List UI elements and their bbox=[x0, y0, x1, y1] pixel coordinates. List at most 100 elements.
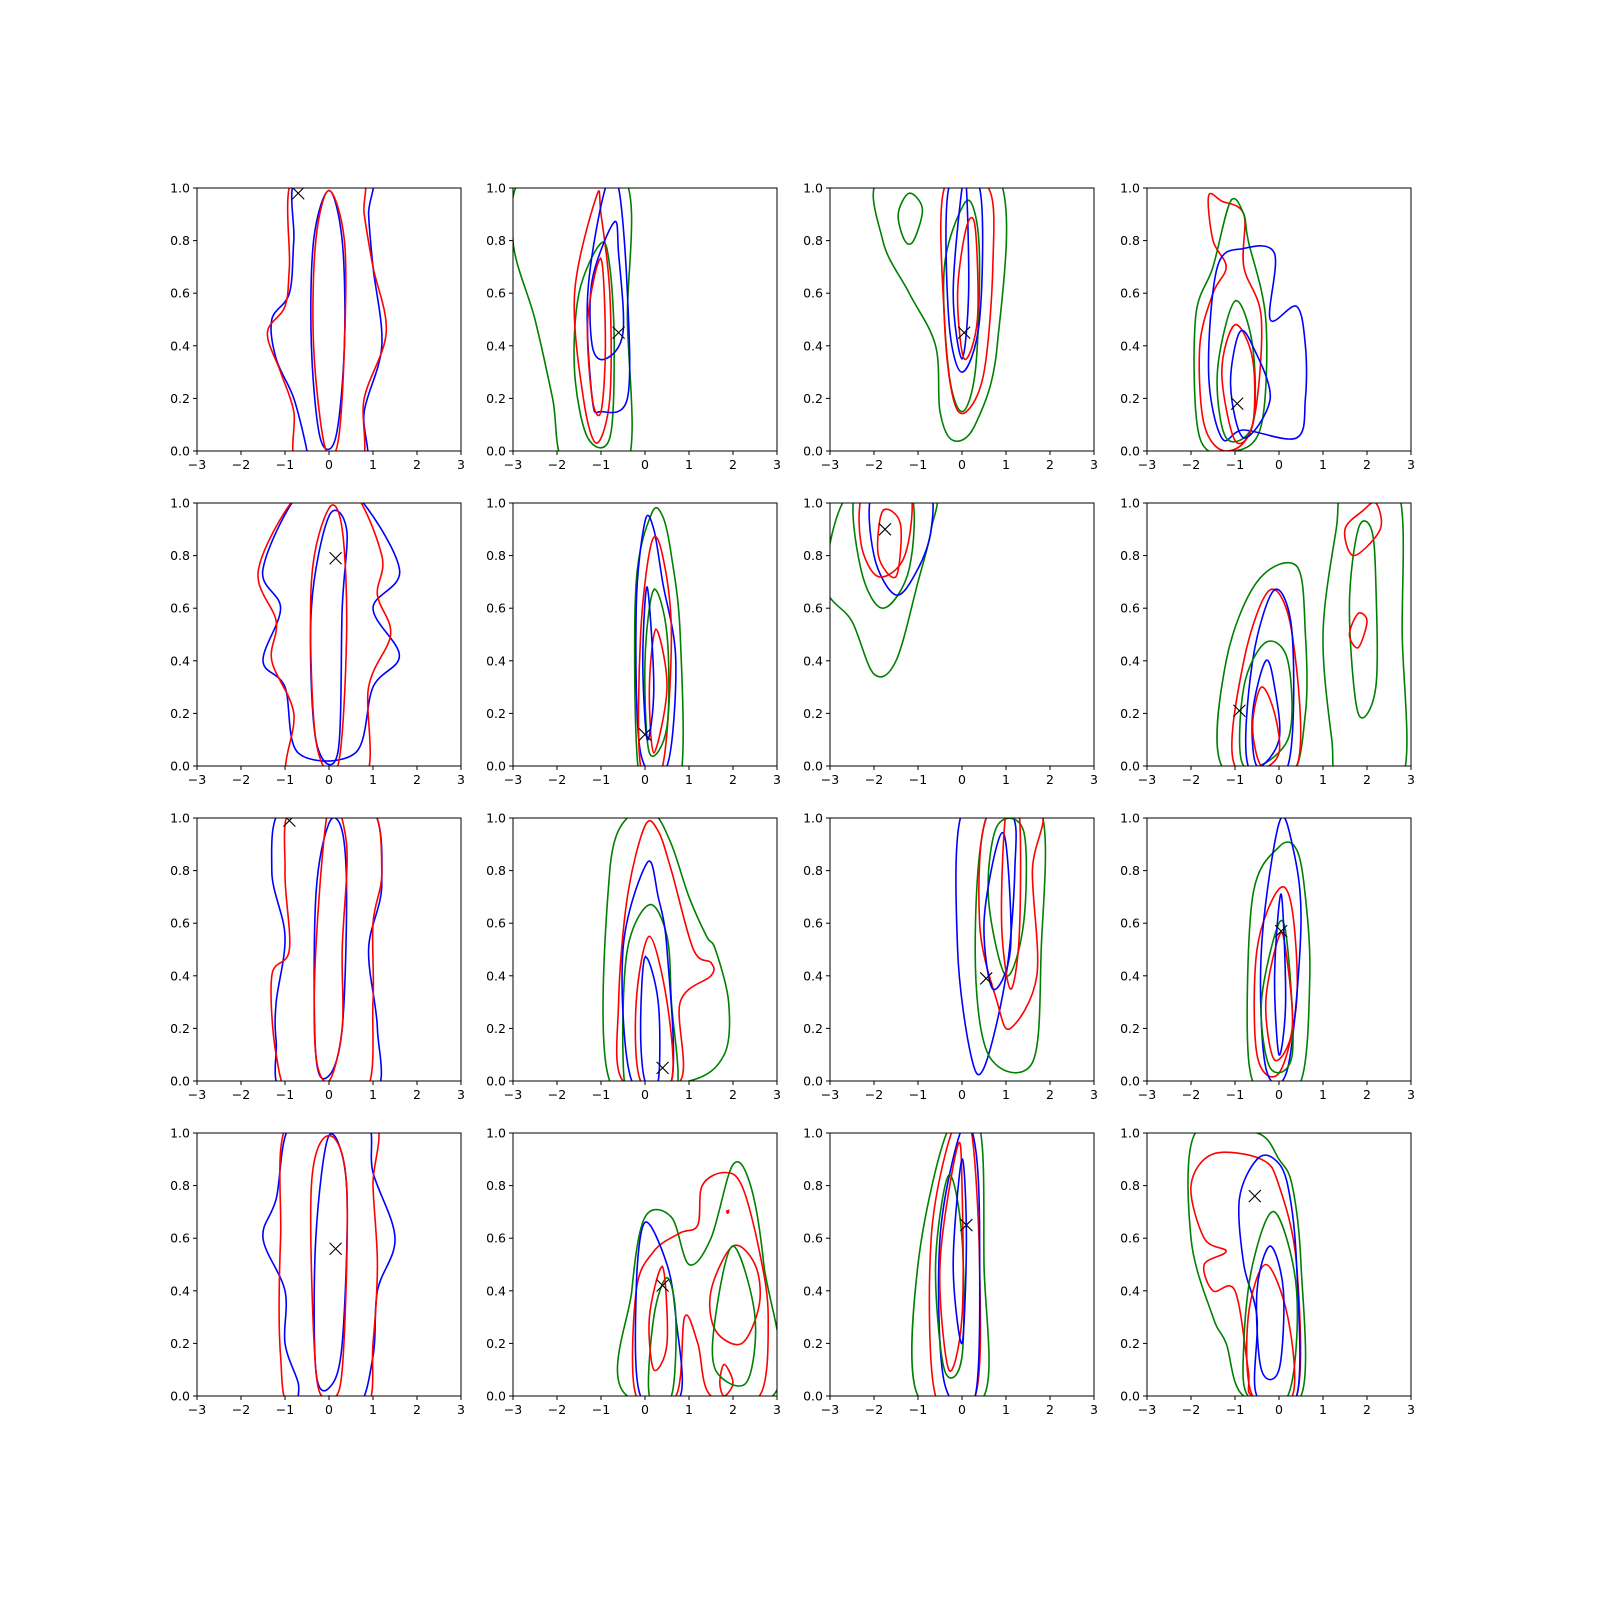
x-tick-label: 3 bbox=[1090, 1402, 1098, 1417]
contour-line bbox=[956, 216, 979, 361]
y-tick-label: 0.0 bbox=[486, 444, 506, 459]
x-marker bbox=[283, 818, 296, 828]
subplot-4-3: −3 −2 −1 0 1 2 3 0.0 0.2 0.4 0.6 0.8 1.0 bbox=[803, 1126, 1098, 1418]
contour-line bbox=[934, 1173, 965, 1379]
x-tick-label: 0 bbox=[641, 1402, 649, 1417]
contour-line bbox=[641, 586, 655, 741]
contour-line bbox=[270, 188, 383, 451]
subplot-3-3: −3 −2 −1 0 1 2 3 0.0 0.2 0.4 0.6 0.8 1.0 bbox=[803, 811, 1098, 1103]
x-marker-stroke bbox=[612, 326, 625, 340]
contour-line bbox=[309, 509, 348, 766]
y-tick-label: 0.8 bbox=[803, 1178, 823, 1193]
contour-group bbox=[872, 188, 1008, 442]
contour-line bbox=[633, 506, 684, 766]
y-tick-label: 0.0 bbox=[1120, 444, 1140, 459]
contour-line bbox=[978, 818, 1044, 1031]
x-tick-label: 0 bbox=[641, 1087, 649, 1102]
x-tick-label: −2 bbox=[548, 1402, 566, 1417]
x-tick-label: 2 bbox=[729, 457, 737, 472]
y-tick-label: 0.4 bbox=[486, 653, 506, 668]
x-tick-label: 1 bbox=[685, 457, 693, 472]
y-tick-label: 0.4 bbox=[803, 338, 823, 353]
y-tick-label: 0.2 bbox=[486, 1021, 506, 1036]
contour-line bbox=[711, 1245, 757, 1387]
y-tick-label: 1.0 bbox=[1120, 811, 1140, 826]
x-marker bbox=[329, 1242, 342, 1256]
contour-line bbox=[1242, 1211, 1299, 1396]
contour-line bbox=[309, 1134, 349, 1396]
x-tick-label: 1 bbox=[1002, 1402, 1010, 1417]
x-tick-label: 1 bbox=[685, 1402, 693, 1417]
y-tick-label: 0.8 bbox=[803, 233, 823, 248]
contour-line bbox=[310, 189, 346, 451]
x-marker bbox=[1248, 1189, 1262, 1203]
y-tick-label: 0.6 bbox=[803, 286, 823, 301]
x-tick-label: −2 bbox=[1182, 457, 1200, 472]
contour-group bbox=[1193, 192, 1308, 451]
contour-line bbox=[262, 1133, 396, 1396]
x-tick-label: −3 bbox=[1138, 457, 1156, 472]
subplot-1-4: −3 −2 −1 0 1 2 3 0.0 0.2 0.4 0.6 0.8 1.0 bbox=[1120, 181, 1415, 473]
contour-group bbox=[1187, 1133, 1307, 1396]
x-tick-label: 2 bbox=[1046, 1402, 1054, 1417]
x-tick-label: 1 bbox=[369, 457, 377, 472]
y-tick-label: 0.6 bbox=[170, 286, 190, 301]
y-tick-label: 0.6 bbox=[486, 286, 506, 301]
contour-group bbox=[270, 818, 383, 1081]
contour-line bbox=[634, 935, 674, 1081]
y-tick-label: 0.2 bbox=[803, 1336, 823, 1351]
y-tick-label: 0.4 bbox=[170, 1283, 190, 1298]
y-tick-label: 1.0 bbox=[170, 811, 190, 826]
subplot-2-4: −3 −2 −1 0 1 2 3 0.0 0.2 0.4 0.6 0.8 1.0 bbox=[1120, 496, 1415, 788]
contour-line bbox=[1216, 299, 1257, 443]
contour-line bbox=[270, 818, 383, 1081]
y-tick-label: 0.4 bbox=[803, 968, 823, 983]
y-tick-label: 0.2 bbox=[1120, 1336, 1140, 1351]
contour-line bbox=[1207, 245, 1308, 442]
subplot-4-4: −3 −2 −1 0 1 2 3 0.0 0.2 0.4 0.6 0.8 1.0 bbox=[1120, 1126, 1415, 1418]
x-tick-label: −1 bbox=[909, 457, 927, 472]
x-tick-label: −1 bbox=[592, 1402, 610, 1417]
y-tick-label: 1.0 bbox=[803, 1126, 823, 1141]
x-tick-label: 1 bbox=[1319, 772, 1327, 787]
x-tick-label: −2 bbox=[232, 1087, 250, 1102]
x-tick-label: −1 bbox=[1226, 1402, 1244, 1417]
y-tick-label: 1.0 bbox=[1120, 181, 1140, 196]
axes-frame bbox=[196, 187, 462, 452]
contour-line bbox=[312, 189, 347, 451]
axes-frame bbox=[512, 817, 778, 1082]
x-tick-label: 3 bbox=[1090, 772, 1098, 787]
y-tick-label: 0.6 bbox=[486, 601, 506, 616]
y-tick-label: 0.0 bbox=[1120, 759, 1140, 774]
contour-group bbox=[955, 818, 1047, 1076]
contour-line bbox=[266, 188, 388, 451]
contour-line bbox=[1229, 329, 1272, 439]
y-tick-label: 0.2 bbox=[486, 391, 506, 406]
x-marker-stroke bbox=[960, 1218, 973, 1232]
contour-line bbox=[637, 536, 673, 766]
contour-line bbox=[313, 1133, 349, 1392]
x-marker-stroke bbox=[291, 188, 305, 200]
y-tick-label: 0.0 bbox=[803, 444, 823, 459]
x-tick-label: −3 bbox=[188, 1402, 206, 1417]
x-tick-label: −2 bbox=[1182, 772, 1200, 787]
y-tick-label: 0.2 bbox=[803, 1021, 823, 1036]
x-marker-stroke bbox=[957, 326, 971, 340]
x-marker-stroke bbox=[329, 1242, 342, 1256]
x-marker-stroke bbox=[1230, 397, 1244, 411]
contour-line bbox=[868, 503, 934, 596]
y-tick-label: 0.4 bbox=[486, 968, 506, 983]
x-marker-stroke bbox=[878, 522, 892, 536]
x-tick-label: −1 bbox=[909, 1402, 927, 1417]
subplot-3-4: −3 −2 −1 0 1 2 3 0.0 0.2 0.4 0.6 0.8 1.0 bbox=[1120, 811, 1415, 1103]
contour-line bbox=[631, 1171, 770, 1396]
y-tick-label: 0.2 bbox=[1120, 1021, 1140, 1036]
x-tick-label: 1 bbox=[369, 1402, 377, 1417]
contour-line bbox=[648, 628, 668, 754]
y-tick-label: 1.0 bbox=[803, 811, 823, 826]
y-tick-label: 0.2 bbox=[170, 706, 190, 721]
contour-line bbox=[1259, 818, 1302, 1081]
contour-line bbox=[639, 954, 661, 1081]
y-tick-label: 0.4 bbox=[170, 338, 190, 353]
